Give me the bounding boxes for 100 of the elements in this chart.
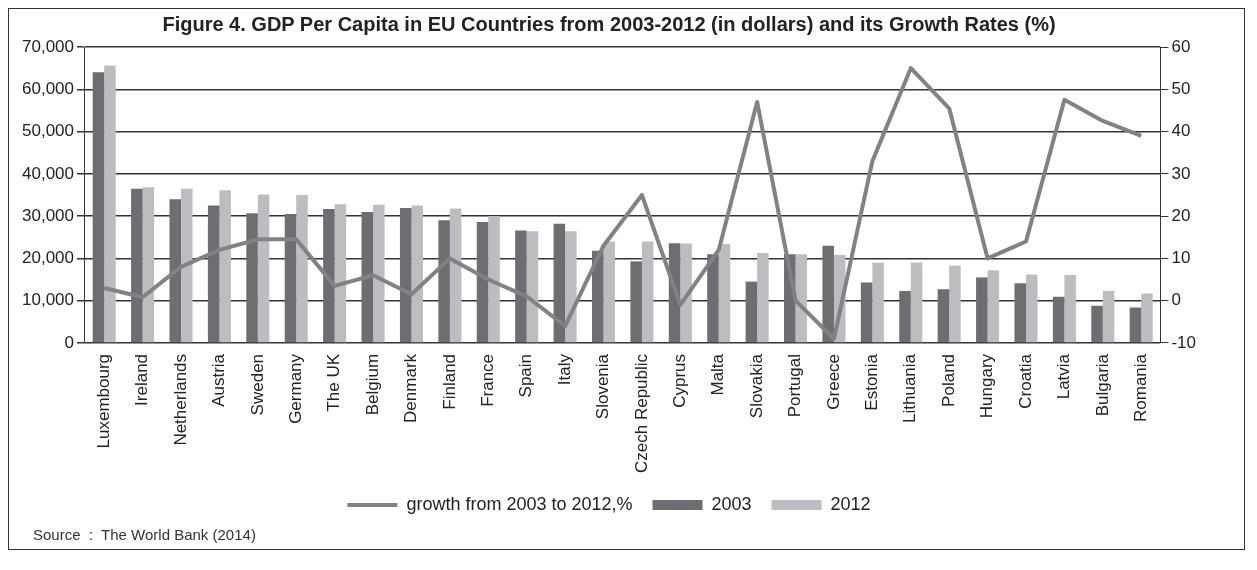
bar (181, 188, 193, 343)
legend-label: 2003 (711, 493, 752, 514)
x-tick-label: Spain (516, 353, 536, 398)
x-tick-label: Italy (554, 353, 574, 386)
legend-label: growth from 2003 to 2012,% (406, 493, 633, 514)
y-tick-label: 10,000 (22, 290, 74, 310)
y-tick-label: 20,000 (22, 248, 74, 268)
x-tick-label: Croatia (1015, 353, 1035, 409)
bar (373, 204, 385, 343)
x-tick-label: Cyprus (670, 353, 690, 408)
bar (987, 270, 1000, 343)
chart-title: Figure 4. GDP Per Capita in EU Countries from 2003-2012 (in dollars) and its Growth Rates (%) (162, 12, 1056, 35)
x-tick-label: Lithuania (900, 353, 920, 423)
y-tick-label: 50,000 (22, 121, 74, 141)
bar (411, 205, 423, 343)
x-tick-label: The UK (324, 353, 344, 412)
x-tick-label: France (477, 353, 497, 407)
bar (680, 243, 692, 343)
bar (449, 208, 462, 343)
bar (361, 211, 374, 343)
bar (334, 204, 347, 343)
x-tick-label: Romania (1130, 353, 1150, 422)
y2-tick-label: 10 (1171, 248, 1191, 268)
y2-tick-label: 60 (1171, 36, 1191, 56)
y2-tick-label: 20 (1171, 205, 1191, 225)
bar (169, 199, 182, 343)
bar (565, 231, 577, 343)
bar (296, 194, 308, 343)
bar (822, 245, 834, 343)
x-tick-label: Netherlands (170, 353, 190, 446)
bar (488, 216, 500, 343)
bar (630, 261, 642, 343)
bar (1141, 293, 1153, 343)
bar (323, 208, 335, 343)
bar (949, 265, 961, 343)
x-tick-label: Sweden (247, 353, 267, 416)
x-tick-label: Ireland (132, 353, 152, 406)
bar (257, 194, 270, 343)
x-tick-label: Belgium (362, 353, 382, 416)
x-tick-label: Luxembourg (93, 353, 113, 449)
bar (399, 208, 412, 343)
bar (1014, 283, 1026, 343)
x-tick-label: Greece (823, 353, 843, 410)
x-tick-label: Germany (285, 353, 305, 424)
bar (1026, 274, 1038, 343)
bar (591, 250, 604, 343)
bar (1129, 307, 1142, 343)
y-tick-label: 60,000 (22, 78, 74, 98)
y-tick-label: 0 (64, 332, 74, 352)
bar (860, 282, 873, 343)
x-tick-label: Estonia (862, 353, 882, 411)
legend-label: 2012 (830, 493, 871, 514)
bar (641, 241, 654, 343)
y2-tick-label: -10 (1171, 332, 1197, 352)
bar (795, 254, 808, 343)
y2-tick-label: 40 (1171, 121, 1191, 141)
bar (142, 187, 155, 343)
bar (603, 241, 616, 343)
bar (757, 252, 769, 343)
bar (104, 65, 116, 343)
y-tick-label: 70,000 (22, 36, 74, 56)
bar (1091, 305, 1103, 343)
bar (718, 244, 731, 343)
x-tick-label: Czech Republic (631, 353, 651, 473)
bar (707, 254, 719, 343)
bar (745, 281, 758, 343)
x-tick-label: Finland (439, 353, 459, 410)
x-tick-label: Malta (708, 353, 728, 396)
bar (553, 223, 566, 343)
bar (937, 289, 950, 343)
bar (872, 262, 884, 343)
x-tick-label: Latvia (1054, 353, 1074, 400)
bar (526, 231, 539, 343)
bar (1064, 274, 1076, 343)
x-tick-label: Slovakia (746, 353, 766, 419)
bar (92, 72, 105, 343)
bar (476, 222, 489, 343)
y2-tick-label: 30 (1171, 163, 1191, 183)
x-tick-label: Portugal (785, 353, 805, 418)
x-tick-label: Poland (938, 353, 958, 407)
bar (219, 190, 231, 343)
x-tick-label: Denmark (401, 353, 421, 423)
bar (1052, 296, 1065, 343)
bar (246, 213, 258, 343)
y-tick-label: 40,000 (22, 163, 74, 183)
x-tick-label: Bulgaria (1092, 353, 1112, 417)
bar (438, 220, 450, 343)
bar (899, 290, 911, 343)
x-tick-label: Austria (209, 353, 229, 407)
y2-tick-label: 0 (1171, 290, 1181, 310)
bar (131, 188, 143, 343)
y2-tick-label: 50 (1171, 78, 1191, 98)
bar (207, 205, 220, 343)
bar (910, 262, 923, 343)
x-tick-label: Slovenia (593, 353, 613, 420)
x-tick-label: Hungary (977, 353, 997, 419)
bar (284, 214, 297, 343)
source-note: Source : The World Bank (2014) (32, 525, 257, 545)
bar (1102, 290, 1115, 343)
bar (515, 230, 527, 343)
